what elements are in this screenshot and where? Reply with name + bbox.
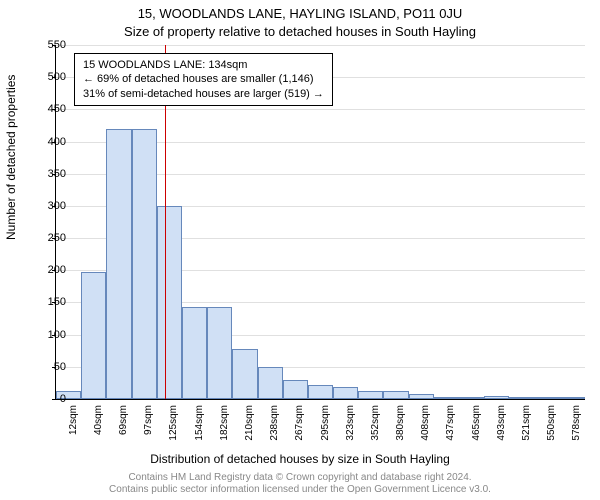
x-tick-label: 210sqm [244,405,255,449]
x-tick-label: 521sqm [521,405,532,449]
x-tick-label: 408sqm [420,405,431,449]
x-tick-label: 323sqm [345,405,356,449]
annotation-line-1: 15 WOODLANDS LANE: 134sqm [83,58,324,72]
title-line-1: 15, WOODLANDS LANE, HAYLING ISLAND, PO11… [0,6,600,21]
x-tick-label: 238sqm [269,405,280,449]
histogram-bar [484,396,509,399]
y-tick-label: 500 [26,71,66,83]
histogram-bar [308,385,333,399]
histogram-bar [207,307,232,399]
x-tick-label: 12sqm [68,405,79,449]
x-tick-label: 69sqm [118,405,129,449]
histogram-bar [182,307,207,399]
histogram-bar [409,394,434,399]
x-tick-label: 125sqm [168,405,179,449]
y-tick-label: 300 [26,200,66,212]
histogram-bar [81,272,106,399]
footer-text: Contains HM Land Registry data © Crown c… [0,472,600,496]
histogram-bar [509,397,534,399]
y-tick-label: 450 [26,103,66,115]
y-tick-label: 550 [26,39,66,51]
histogram-bar [333,387,358,399]
x-tick-label: 40sqm [93,405,104,449]
footer-line-1: Contains HM Land Registry data © Crown c… [0,472,600,484]
annotation-line-2: ← 69% of detached houses are smaller (1,… [83,72,324,86]
x-tick-label: 267sqm [294,405,305,449]
y-tick-label: 250 [26,232,66,244]
histogram-bar [383,391,408,399]
plot-area: 15 WOODLANDS LANE: 134sqm ← 69% of detac… [55,45,585,400]
histogram-bar [232,349,257,399]
x-tick-label: 437sqm [445,405,456,449]
x-tick-label: 465sqm [471,405,482,449]
y-tick-label: 400 [26,136,66,148]
gridline [56,109,585,110]
histogram-bar [358,391,383,399]
x-tick-label: 295sqm [320,405,331,449]
y-tick-label: 50 [26,361,66,373]
x-tick-label: 154sqm [194,405,205,449]
chart-container: 15, WOODLANDS LANE, HAYLING ISLAND, PO11… [0,0,600,500]
x-tick-label: 578sqm [571,405,582,449]
x-tick-label: 97sqm [143,405,154,449]
histogram-bar [283,380,308,399]
y-tick-label: 100 [26,329,66,341]
y-tick-label: 0 [26,393,66,405]
histogram-bar [106,129,131,399]
x-tick-label: 352sqm [370,405,381,449]
annotation-box: 15 WOODLANDS LANE: 134sqm ← 69% of detac… [74,53,333,106]
footer-line-2: Contains public sector information licen… [0,484,600,496]
x-tick-label: 493sqm [496,405,507,449]
histogram-bar [560,397,585,399]
x-tick-label: 550sqm [546,405,557,449]
histogram-bar [459,397,484,399]
y-tick-label: 200 [26,264,66,276]
histogram-bar [535,397,560,399]
histogram-bar [157,206,182,399]
histogram-bar [132,129,157,399]
y-tick-label: 350 [26,168,66,180]
gridline [56,45,585,46]
x-axis-label: Distribution of detached houses by size … [0,452,600,466]
histogram-bar [258,367,283,399]
x-tick-label: 182sqm [219,405,230,449]
histogram-bar [434,397,459,399]
y-axis-label: Number of detached properties [4,75,18,240]
y-tick-label: 150 [26,296,66,308]
annotation-line-3: 31% of semi-detached houses are larger (… [83,87,324,101]
x-tick-label: 380sqm [395,405,406,449]
title-line-2: Size of property relative to detached ho… [0,24,600,39]
